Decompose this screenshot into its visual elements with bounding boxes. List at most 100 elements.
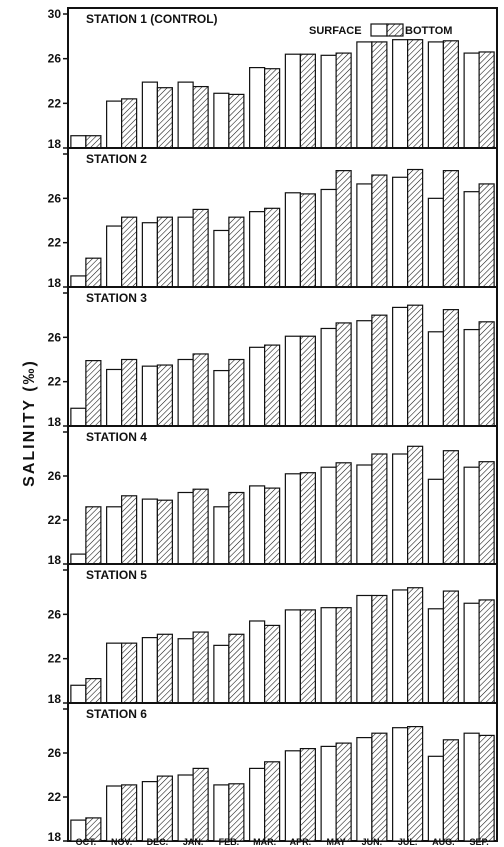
station-panel-3: STATION 3 18 22 26 — [48, 286, 498, 429]
bar-bottom — [407, 304, 424, 427]
y-tick-label: 22 — [48, 513, 62, 527]
station-title: STATION 3 — [86, 291, 147, 305]
y-tick-label: 18 — [48, 830, 62, 844]
bar-surface — [141, 637, 158, 704]
bar-bottom — [264, 344, 281, 427]
bar-surface — [392, 589, 409, 704]
bar-surface — [284, 473, 301, 565]
bar-surface — [106, 506, 123, 565]
y-tick-label: 26 — [48, 191, 62, 205]
legend-label-bottom: BOTTOM — [405, 25, 452, 37]
bar-surface — [249, 346, 266, 427]
legend-swatch-surface — [370, 23, 388, 37]
bar-surface — [249, 485, 266, 565]
bar-bottom — [121, 784, 138, 842]
station-panel-1: STATION 1 (CONTROL) 18 22 26 30 — [48, 7, 498, 151]
bar-bottom — [407, 725, 424, 842]
bar-surface — [249, 767, 266, 842]
bar-surface — [427, 755, 444, 842]
bar-surface — [427, 478, 444, 565]
bar-bottom — [121, 642, 138, 704]
bar-bottom — [442, 170, 459, 288]
bar-bottom — [192, 488, 209, 565]
bar-bottom — [192, 767, 209, 842]
bar-surface — [213, 784, 230, 842]
bar-surface — [463, 602, 480, 704]
bar-surface — [320, 54, 337, 149]
bar-surface — [284, 335, 301, 427]
bar-bottom — [85, 360, 102, 427]
bar-bottom — [264, 68, 281, 149]
y-tick-label: 26 — [48, 469, 62, 483]
bar-bottom — [335, 742, 352, 842]
bar-surface — [392, 39, 409, 149]
bar-bottom — [121, 358, 138, 427]
bar-surface — [177, 638, 194, 704]
bar-surface — [249, 66, 266, 149]
bar-surface — [356, 41, 373, 149]
bar-bottom — [192, 85, 209, 149]
bar-surface — [249, 211, 266, 288]
station-title: STATION 5 — [86, 568, 147, 582]
bar-bottom — [264, 624, 281, 704]
bar-bottom — [156, 87, 173, 149]
bar-bottom — [299, 193, 316, 288]
bar-bottom — [442, 309, 459, 427]
bar-surface — [213, 229, 230, 288]
bar-surface — [177, 491, 194, 565]
y-tick-label: 18 — [48, 137, 62, 151]
bar-bottom — [121, 495, 138, 565]
bar-surface — [177, 358, 194, 427]
bar-surface — [284, 609, 301, 704]
bar-surface — [106, 225, 123, 288]
y-tick-label: 18 — [48, 553, 62, 567]
bar-surface — [356, 594, 373, 704]
bar-surface — [427, 41, 444, 149]
bar-bottom — [299, 747, 316, 842]
bar-surface — [213, 369, 230, 427]
bar-surface — [320, 188, 337, 288]
bar-surface — [213, 92, 230, 149]
bar-surface — [70, 407, 87, 427]
station-title: STATION 2 — [86, 152, 147, 166]
station-panel-6: STATION 6 18 22 26 — [48, 702, 498, 844]
bar-bottom — [85, 678, 102, 704]
legend-label-surface: SURFACE — [309, 25, 362, 37]
bar-surface — [177, 774, 194, 842]
bar-bottom — [192, 353, 209, 427]
bar-bottom — [442, 40, 459, 149]
bar-surface — [320, 327, 337, 427]
bar-surface — [141, 365, 158, 427]
station-title: STATION 4 — [86, 430, 147, 444]
bar-surface — [356, 320, 373, 427]
bar-surface — [106, 100, 123, 149]
bar-bottom — [335, 52, 352, 149]
bar-bottom — [156, 216, 173, 288]
y-tick-label: 18 — [48, 276, 62, 290]
x-tick-label: APR. — [290, 837, 312, 847]
bar-bottom — [228, 216, 245, 288]
bar-bottom — [192, 631, 209, 704]
x-tick-label: DEC. — [147, 837, 169, 847]
bar-bottom — [264, 761, 281, 842]
panel-frame — [67, 702, 498, 842]
bar-bottom — [407, 445, 424, 565]
bar-surface — [177, 81, 194, 149]
bar-surface — [392, 727, 409, 842]
bar-bottom — [478, 321, 495, 427]
bar-bottom — [335, 462, 352, 565]
bar-surface — [70, 684, 87, 704]
bar-surface — [284, 192, 301, 288]
bar-bottom — [299, 53, 316, 149]
bar-bottom — [228, 783, 245, 842]
x-tick-label: AUG. — [432, 837, 455, 847]
bar-bottom — [228, 633, 245, 704]
bar-bottom — [478, 51, 495, 149]
bar-bottom — [442, 739, 459, 842]
bar-surface — [356, 464, 373, 565]
station-title: STATION 1 (CONTROL) — [86, 12, 218, 26]
bar-surface — [213, 644, 230, 704]
bar-surface — [70, 135, 87, 149]
y-tick-label: 18 — [48, 692, 62, 706]
